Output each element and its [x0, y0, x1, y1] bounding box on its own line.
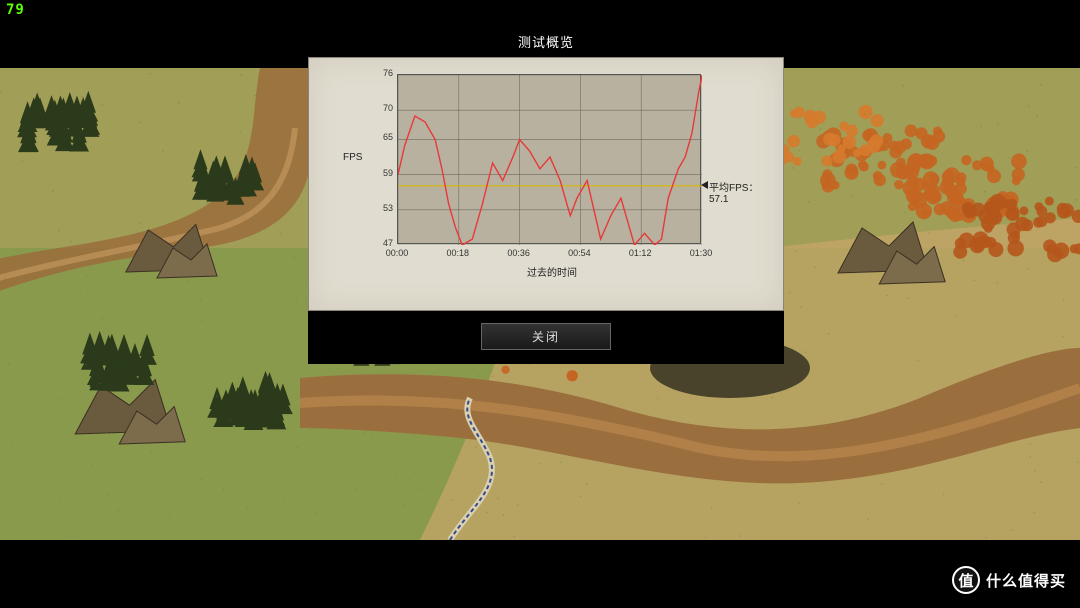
avg-fps-label: 平均FPS：57.1 [709, 179, 767, 205]
ytick: 53 [371, 203, 393, 213]
chart-y-label: FPS [343, 152, 362, 163]
xtick: 00:36 [499, 248, 539, 258]
fps-counter: 79 [6, 2, 25, 18]
watermark-badge-icon: 值 [952, 566, 980, 594]
xtick: 00:54 [559, 248, 599, 258]
ytick: 59 [371, 168, 393, 178]
watermark: 值 什么值得买 [952, 566, 1066, 594]
xtick: 00:00 [377, 248, 417, 258]
ytick: 65 [371, 132, 393, 142]
dialog-title: 测试概览 [308, 22, 784, 57]
chart-plot-area [397, 74, 701, 244]
benchmark-dialog: 测试概览 FPS 平均FPS：57.1 过去的时间 47 53 59 65 70 76 0… [308, 22, 784, 364]
watermark-text: 什么值得买 [986, 570, 1066, 591]
xtick: 01:30 [681, 248, 721, 258]
xtick: 01:12 [620, 248, 660, 258]
letterbox-bottom [0, 540, 1080, 608]
dialog-footer: 关闭 [308, 311, 784, 364]
ytick: 76 [371, 68, 393, 78]
close-button[interactable]: 关闭 [481, 323, 611, 350]
avg-label-text: 平均FPS： [709, 183, 758, 194]
avg-arrow-icon [701, 181, 708, 189]
avg-value-text: 57.1 [709, 194, 728, 205]
chart-x-label: 过去的时间 [337, 264, 767, 279]
ytick: 47 [371, 238, 393, 248]
ytick: 70 [371, 103, 393, 113]
dialog-body: FPS 平均FPS：57.1 过去的时间 47 53 59 65 70 76 00:00 0… [308, 57, 784, 311]
xtick: 00:18 [438, 248, 478, 258]
fps-chart: FPS 平均FPS：57.1 过去的时间 475359657076 00:000… [337, 72, 767, 272]
